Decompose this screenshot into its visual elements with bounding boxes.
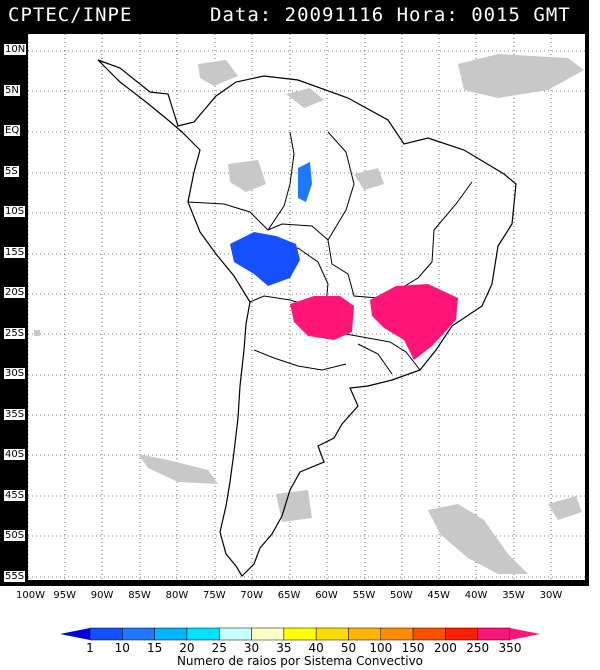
legend-label: 50: [340, 641, 357, 655]
color-legend: [60, 627, 540, 641]
legend-label: 40: [308, 641, 324, 655]
legend-label: 20: [179, 641, 195, 655]
lat-label: 40S: [4, 449, 26, 460]
lon-label: 90W: [90, 590, 114, 601]
legend-swatch: [348, 627, 382, 641]
lat-label: 10N: [4, 44, 27, 55]
legend-swatch: [412, 627, 446, 641]
legend-arrow-left: [60, 628, 90, 640]
legend-label: 15: [146, 641, 163, 655]
legend-swatch: [122, 627, 155, 641]
legend-swatch: [218, 627, 252, 641]
legend-label: 150: [401, 641, 425, 655]
legend-swatch: [477, 627, 511, 641]
source-label: CPTEC/INPE: [8, 4, 133, 26]
legend-swatch: [251, 627, 285, 641]
legend-swatch: [315, 627, 349, 641]
lon-label: 70W: [240, 590, 264, 601]
lat-label: 50S: [4, 530, 26, 541]
lon-label: 80W: [165, 590, 189, 601]
lat-label: 5N: [4, 84, 20, 96]
map-canvas: [28, 34, 585, 580]
graticule: [28, 34, 585, 580]
lat-label: 30S: [4, 368, 26, 379]
lon-label: 45W: [427, 590, 451, 601]
legend-label: 350: [498, 641, 522, 655]
coastline: [97, 59, 517, 577]
lat-label: 20S: [4, 287, 26, 298]
lon-label: 55W: [352, 590, 376, 601]
lon-label: 30W: [539, 590, 563, 601]
convective-system-3a: [290, 296, 354, 340]
convective-system-2: [298, 162, 312, 202]
legend-swatch: [154, 627, 188, 641]
lon-label: 65W: [277, 590, 301, 601]
legend-label: 200: [433, 641, 457, 655]
legend-swatch: [380, 627, 414, 641]
legend-arrow-right: [510, 628, 540, 640]
lon-label: 35W: [502, 590, 525, 601]
lon-label: 60W: [315, 590, 338, 601]
legend-swatch: [445, 627, 478, 641]
lat-label: 5S: [4, 165, 19, 177]
lon-label: 85W: [128, 590, 151, 601]
lat-label: 35S: [4, 408, 26, 420]
legend-label: 100: [369, 641, 393, 655]
map-header: CPTEC/INPE Data: 20091116 Hora: 0015 GMT: [0, 0, 589, 34]
lat-label: 45S: [4, 489, 26, 501]
legend-swatch: [186, 627, 220, 641]
legend-swatch: [283, 627, 317, 641]
lon-label: 75W: [203, 590, 226, 601]
lat-label: 25S: [4, 327, 26, 339]
lon-label: 95W: [53, 590, 77, 601]
legend-swatch: [89, 627, 123, 641]
lat-label: 55S: [4, 570, 26, 582]
lat-label: 10S: [4, 206, 26, 217]
cloud-cover: [34, 54, 584, 574]
legend-label: 35: [276, 641, 292, 655]
legend-label: 25: [211, 641, 227, 655]
legend-title: Numero de raios por Sistema Convectivo: [176, 654, 424, 668]
legend-label: 1: [86, 641, 94, 655]
lat-label: EQ: [4, 125, 21, 136]
convective-system-3b: [370, 284, 458, 360]
legend-label: 250: [466, 641, 490, 655]
legend-label: 30: [243, 641, 260, 655]
legend-label: 10: [114, 641, 130, 655]
lon-label: 100W: [16, 590, 45, 601]
lat-label: 15S: [4, 246, 26, 258]
convective-system-1: [230, 232, 300, 286]
datetime-label: Data: 20091116 Hora: 0015 GMT: [210, 4, 571, 26]
lon-label: 40W: [464, 590, 488, 601]
lon-label: 50W: [390, 590, 413, 601]
